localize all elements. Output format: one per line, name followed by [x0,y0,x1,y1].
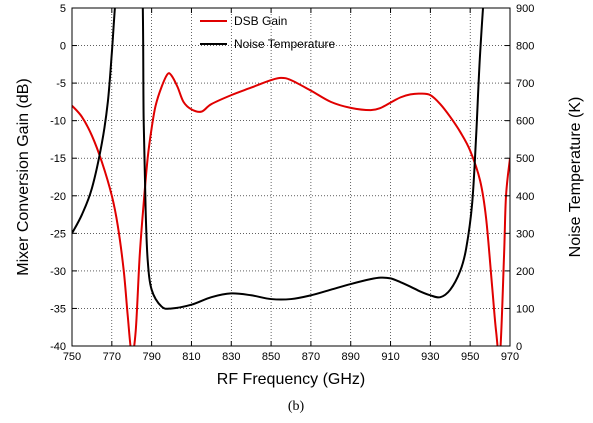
series-line-noise-temperature [72,8,485,310]
x-axis-label: RF Frequency (GHz) [217,371,365,388]
x-tick-label: 790 [142,351,160,363]
x-tick-label: 930 [421,351,439,363]
y2-tick-label: 400 [516,191,534,203]
y2-tick-label: 900 [516,3,534,15]
y-tick-label: -30 [50,266,66,278]
y-tick-label: -10 [50,116,66,128]
x-tick-label: 750 [63,351,81,363]
x-tick-label: 910 [381,351,399,363]
x-tick-label: 810 [182,351,200,363]
y2-tick-label: 200 [516,266,534,278]
y2-tick-label: 500 [516,153,534,165]
y2-axis-label: Noise Temperature (K) [567,97,584,258]
plot-frame [71,7,511,347]
y2-tick-label: 300 [516,228,534,240]
tick-layer: 750 770 790 810 830 850 870 890 910 930 950 970 -40 -… [50,3,534,363]
x-tick-label: 950 [461,351,479,363]
x-tick-label: 770 [103,351,121,363]
y-tick-label: 0 [60,41,66,53]
y-tick-label: -40 [50,341,66,353]
y-tick-label: -5 [56,78,66,90]
series-line-dsb-gain [72,72,510,346]
y-tick-label: -20 [50,191,66,203]
figure-caption: (b) [288,399,305,414]
x-tick-label: 970 [501,351,519,363]
legend-label-noise-temperature: Noise Temperature [234,37,335,51]
legend-label-dsb-gain: DSB Gain [234,14,287,28]
y-tick-label: -35 [50,303,66,315]
x-tick-label: 830 [222,351,240,363]
y-tick-label: -25 [50,228,66,240]
x-tick-label: 850 [262,351,280,363]
x-tick-label: 890 [342,351,360,363]
y-tick-label: 5 [60,3,66,15]
y-tick-label: -15 [50,153,66,165]
y2-tick-label: 800 [516,41,534,53]
y2-tick-label: 100 [516,303,534,315]
y2-tick-label: 600 [516,116,534,128]
series-layer [72,8,510,346]
legend: DSB Gain Noise Temperature [200,14,335,51]
y-axis-label: Mixer Conversion Gain (dB) [15,78,32,275]
y2-tick-label: 0 [516,341,522,353]
x-tick-label: 870 [302,351,320,363]
y2-tick-label: 700 [516,78,534,90]
